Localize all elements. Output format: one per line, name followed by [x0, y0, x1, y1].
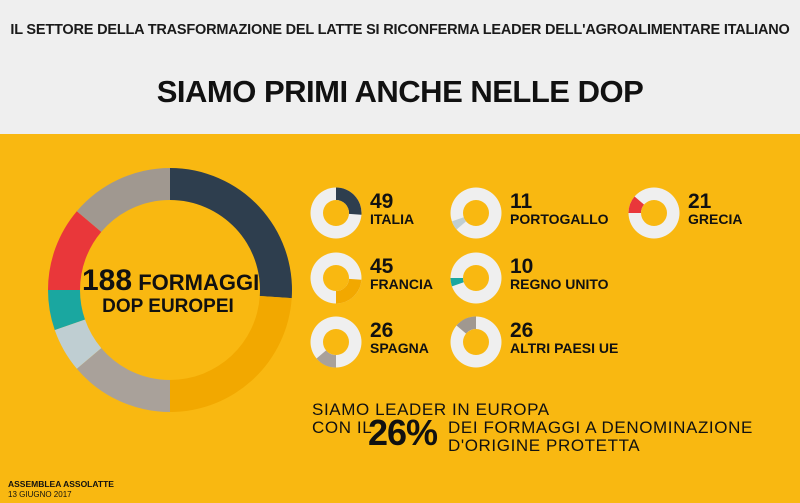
total-label-line2: DOP EUROPEI: [102, 296, 234, 317]
country-card-italia: 49 ITALIA: [309, 186, 509, 242]
country-donut-hole: [463, 200, 489, 226]
country-card-grecia: 21 GRECIA: [627, 186, 800, 242]
country-donut-hole: [323, 200, 349, 226]
country-name: GRECIA: [688, 211, 743, 227]
leader-line1: SIAMO LEADER IN EUROPA: [312, 400, 550, 419]
country-name: FRANCIA: [370, 276, 433, 292]
country-donut-altri-paesi-ue: [450, 316, 502, 368]
country-donut-francia: [310, 252, 362, 304]
country-card-francia: 45 FRANCIA: [309, 251, 509, 307]
country-count: 10: [510, 255, 534, 278]
country-count: 21: [688, 190, 712, 213]
country-donut-segment: [628, 196, 645, 213]
country-card-spagna: 26 SPAGNA: [309, 315, 509, 371]
country-donut-grecia: [628, 187, 680, 239]
country-name: REGNO UNITO: [510, 276, 609, 292]
country-donut-hole: [463, 329, 489, 355]
leader-rest1: DEI FORMAGGI A DENOMINAZIONE: [448, 418, 753, 437]
country-donut-segment: [456, 316, 476, 334]
leader-statement: SIAMO LEADER IN EUROPA CON IL 26% DEI FO…: [312, 400, 772, 455]
footer-date: 13 GIUGNO 2017: [8, 490, 72, 499]
country-name: PORTOGALLO: [510, 211, 609, 227]
main-donut-segment-portogallo: [54, 319, 102, 369]
country-donut-regno-unito: [450, 252, 502, 304]
subtitle: IL SETTORE DELLA TRASFORMAZIONE DEL LATT…: [10, 22, 790, 38]
country-name: ALTRI PAESI UE: [510, 340, 619, 356]
country-name: ITALIA: [370, 211, 415, 227]
country-name: SPAGNA: [370, 340, 429, 356]
main-donut-center: 188 FORMAGGI DOP EUROPEI: [82, 264, 259, 318]
country-count: 26: [370, 319, 394, 342]
author-signature: [778, 170, 794, 220]
country-count: 11: [510, 190, 533, 213]
main-donut-segment-spagna: [76, 348, 170, 412]
country-count: 45: [370, 255, 394, 278]
header: IL SETTORE DELLA TRASFORMAZIONE DEL LATT…: [0, 0, 800, 134]
country-donut-segment: [336, 278, 362, 304]
main-donut-segment-francia: [170, 296, 292, 412]
country-count: 26: [510, 319, 534, 342]
country-count: 49: [370, 190, 394, 213]
country-card-altri-paesi-ue: 26 ALTRI PAESI UE: [449, 315, 649, 371]
main-donut-segment-grecia: [48, 211, 102, 290]
country-donut-segment: [316, 350, 336, 368]
country-donut-hole: [323, 329, 349, 355]
main-donut-chart: [48, 168, 292, 412]
country-donut-hole: [463, 265, 489, 291]
country-donut-italia: [310, 187, 362, 239]
country-donut-portogallo: [450, 187, 502, 239]
main-donut-segment-altri-paesi-ue: [76, 168, 170, 232]
country-donut-segment: [450, 278, 464, 287]
page-title: SIAMO PRIMI ANCHE NELLE DOP: [156, 74, 644, 109]
leader-rest2: D'ORIGINE PROTETTA: [448, 436, 641, 455]
footer-org: ASSEMBLEA ASSOLATTE: [8, 479, 114, 489]
total-label-line1: FORMAGGI: [138, 270, 260, 295]
country-donut-segment: [451, 217, 467, 230]
total-count: 188: [82, 264, 133, 297]
main-donut-segment-regno-unito: [48, 290, 85, 331]
country-donut-spagna: [310, 316, 362, 368]
country-donut-segment: [336, 187, 362, 215]
main-donut-segment-italia: [170, 168, 292, 299]
leader-percentage: 26%: [368, 412, 438, 453]
country-card-regno-unito: 10 REGNO UNITO: [449, 251, 649, 307]
country-donut-hole: [641, 200, 667, 226]
leader-prefix: CON IL: [312, 418, 373, 437]
country-card-portogallo: 11 PORTOGALLO: [449, 186, 649, 242]
country-donut-hole: [323, 265, 349, 291]
